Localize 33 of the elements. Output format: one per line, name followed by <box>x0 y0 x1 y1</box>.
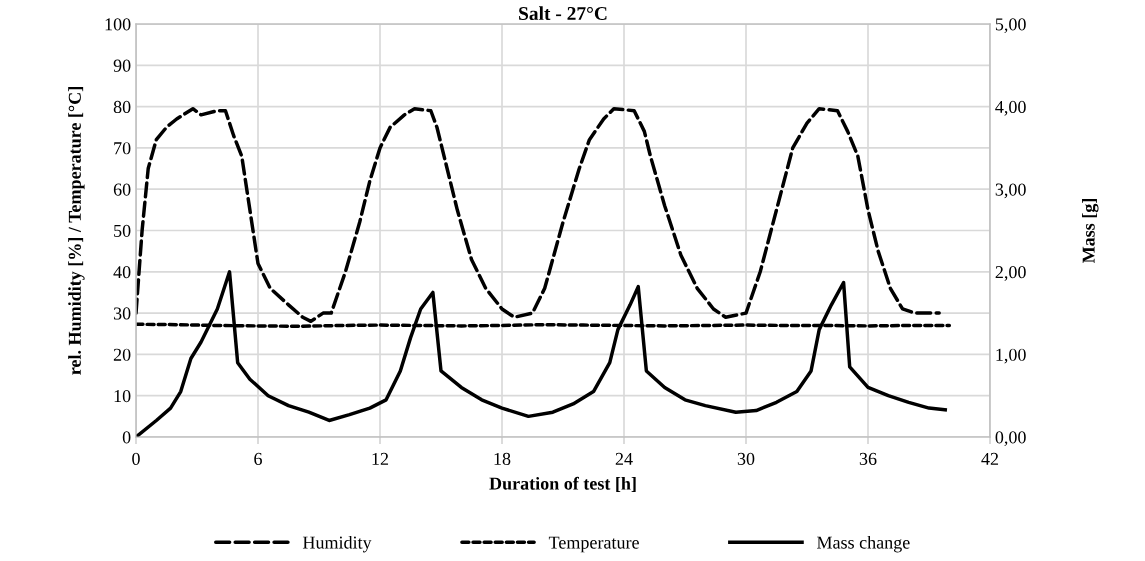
y-tick-label: 20 <box>113 348 131 361</box>
y-tick-label: 70 <box>114 142 131 155</box>
legend-label: Temperature <box>548 536 639 553</box>
y2-tick-label: 3,00 <box>995 183 1026 199</box>
y2-tick-label: 2,00 <box>995 266 1026 281</box>
y-tick-label: 90 <box>113 59 131 72</box>
y-tick-label: 80 <box>113 100 131 114</box>
chart-title: Salt - 27°C <box>519 6 607 21</box>
y-tick-label: 0 <box>122 431 131 444</box>
legend-label: Humidity <box>302 535 372 553</box>
x-tick-label: 6 <box>254 452 262 465</box>
x-tick-label: 42 <box>981 452 999 465</box>
y-tick-label: 50 <box>114 224 131 237</box>
y2-tick-label: 5,00 <box>995 18 1026 34</box>
y-axis-title: rel. Humidity [%] / Temperature [°C] <box>68 87 85 375</box>
y-tick-label: 60 <box>113 183 131 196</box>
y-tick-label: 10 <box>114 389 131 403</box>
x-tick-label: 12 <box>372 452 389 465</box>
y-tick-label: 40 <box>113 266 131 279</box>
x-tick-label: 30 <box>737 452 755 465</box>
y2-tick-label: 1,00 <box>996 348 1026 364</box>
x-tick-label: 0 <box>132 452 140 465</box>
x-tick-label: 36 <box>859 452 877 465</box>
line-series <box>136 270 948 437</box>
legend-label: Mass change <box>817 535 910 553</box>
y2-tick-label: 0,00 <box>995 431 1026 447</box>
x-tick-label: 24 <box>615 452 633 465</box>
y2-axis-title: Mass [g] <box>1082 199 1099 264</box>
x-tick-label: 18 <box>494 452 511 465</box>
y-tick-label: 30 <box>113 307 131 320</box>
x-axis-title: Duration of test [h] <box>489 476 636 492</box>
y2-tick-label: 4,00 <box>995 100 1026 116</box>
y-tick-label: 100 <box>105 18 131 31</box>
